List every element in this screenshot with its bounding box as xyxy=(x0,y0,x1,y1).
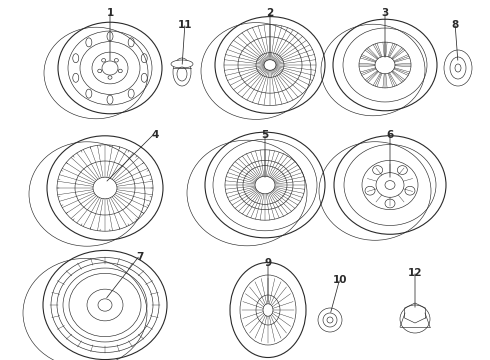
Ellipse shape xyxy=(400,305,430,333)
Ellipse shape xyxy=(397,166,407,175)
Ellipse shape xyxy=(373,166,383,175)
Text: 12: 12 xyxy=(408,268,422,278)
Ellipse shape xyxy=(29,142,145,246)
Ellipse shape xyxy=(201,23,311,120)
Ellipse shape xyxy=(365,186,375,195)
Text: 3: 3 xyxy=(381,8,389,18)
Text: 5: 5 xyxy=(261,130,269,140)
Ellipse shape xyxy=(318,308,342,332)
Ellipse shape xyxy=(171,60,193,68)
Ellipse shape xyxy=(44,27,148,119)
Text: 10: 10 xyxy=(333,275,347,285)
Text: 9: 9 xyxy=(265,258,271,268)
Text: 6: 6 xyxy=(387,130,393,140)
Ellipse shape xyxy=(385,199,395,208)
Ellipse shape xyxy=(230,262,306,357)
Ellipse shape xyxy=(321,24,425,116)
Text: 2: 2 xyxy=(267,8,273,18)
Ellipse shape xyxy=(405,186,415,195)
Text: 8: 8 xyxy=(451,20,459,30)
Ellipse shape xyxy=(23,258,147,360)
Text: 11: 11 xyxy=(178,20,192,30)
Ellipse shape xyxy=(187,140,307,246)
Ellipse shape xyxy=(319,142,431,240)
Text: 7: 7 xyxy=(136,252,144,262)
Text: 1: 1 xyxy=(106,8,114,18)
Ellipse shape xyxy=(173,58,191,86)
Ellipse shape xyxy=(444,50,472,86)
Text: 4: 4 xyxy=(151,130,159,140)
